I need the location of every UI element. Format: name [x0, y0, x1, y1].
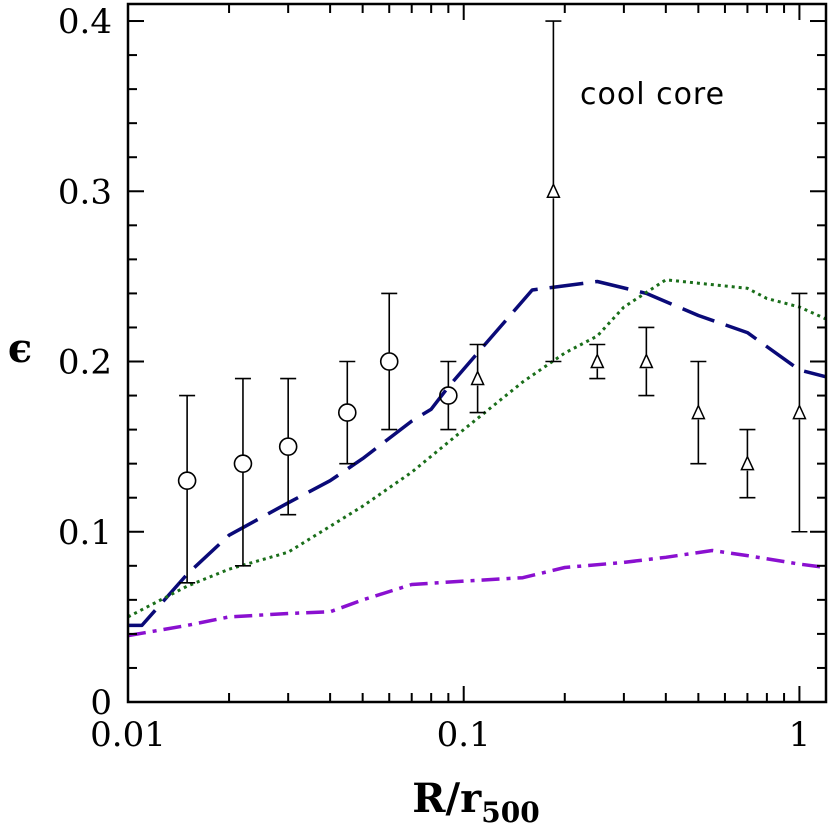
marker-triangle — [691, 403, 706, 420]
marker-circle — [177, 471, 197, 490]
data-point-triangle — [638, 326, 655, 397]
points-layer — [177, 20, 808, 584]
data-point-circle — [337, 360, 357, 465]
marker-triangle — [639, 352, 654, 369]
marker-triangle — [546, 182, 561, 199]
marker-triangle — [470, 369, 485, 386]
y-tick-label: 0 — [90, 683, 112, 723]
ticks-layer — [127, 4, 826, 703]
marker-circle — [233, 454, 253, 473]
marker-triangle — [740, 454, 755, 471]
marker-circle — [379, 352, 399, 371]
x-tick-label: 1 — [789, 715, 811, 755]
y-tick-label: 0.1 — [58, 513, 112, 553]
marker-circle — [337, 403, 357, 422]
series-line-3-dashdot — [127, 548, 827, 638]
y-axis-label: ϵ — [8, 325, 32, 372]
data-point-circle — [177, 394, 197, 584]
data-point-circle — [233, 377, 253, 567]
x-tick-label: 0.01 — [90, 715, 166, 755]
labels-layer: 0.01 0.1 1 0 0.1 0.2 0.3 0.4 — [58, 2, 810, 755]
marker-triangle — [590, 352, 605, 369]
y-tick-label: 0.2 — [58, 343, 112, 383]
data-point-triangle — [589, 343, 606, 380]
data-point-triangle — [791, 292, 808, 533]
y-tick-label: 0.4 — [58, 2, 112, 42]
marker-triangle — [792, 403, 807, 420]
data-point-triangle — [739, 428, 756, 499]
series-line-2-dotted — [127, 278, 827, 619]
data-point-circle — [278, 377, 298, 516]
plot-frame — [126, 2, 828, 704]
x-axis-label-main: R/r — [412, 775, 482, 822]
data-point-triangle — [545, 20, 562, 363]
x-tick-label: 0.1 — [437, 715, 491, 755]
marker-circle — [439, 386, 458, 405]
data-point-triangle — [469, 343, 486, 414]
data-point-circle — [379, 292, 399, 431]
x-axis-label-sub: 500 — [481, 796, 539, 829]
data-point-circle — [439, 360, 458, 431]
series-layer — [127, 278, 827, 638]
marker-circle — [278, 437, 298, 456]
x-axis-label: R/r500 — [412, 775, 539, 829]
series-line-1-dashed — [128, 279, 827, 628]
annotation-cool-core: cool core — [580, 77, 725, 112]
y-tick-label: 0.3 — [58, 172, 112, 212]
data-point-triangle — [690, 360, 707, 465]
